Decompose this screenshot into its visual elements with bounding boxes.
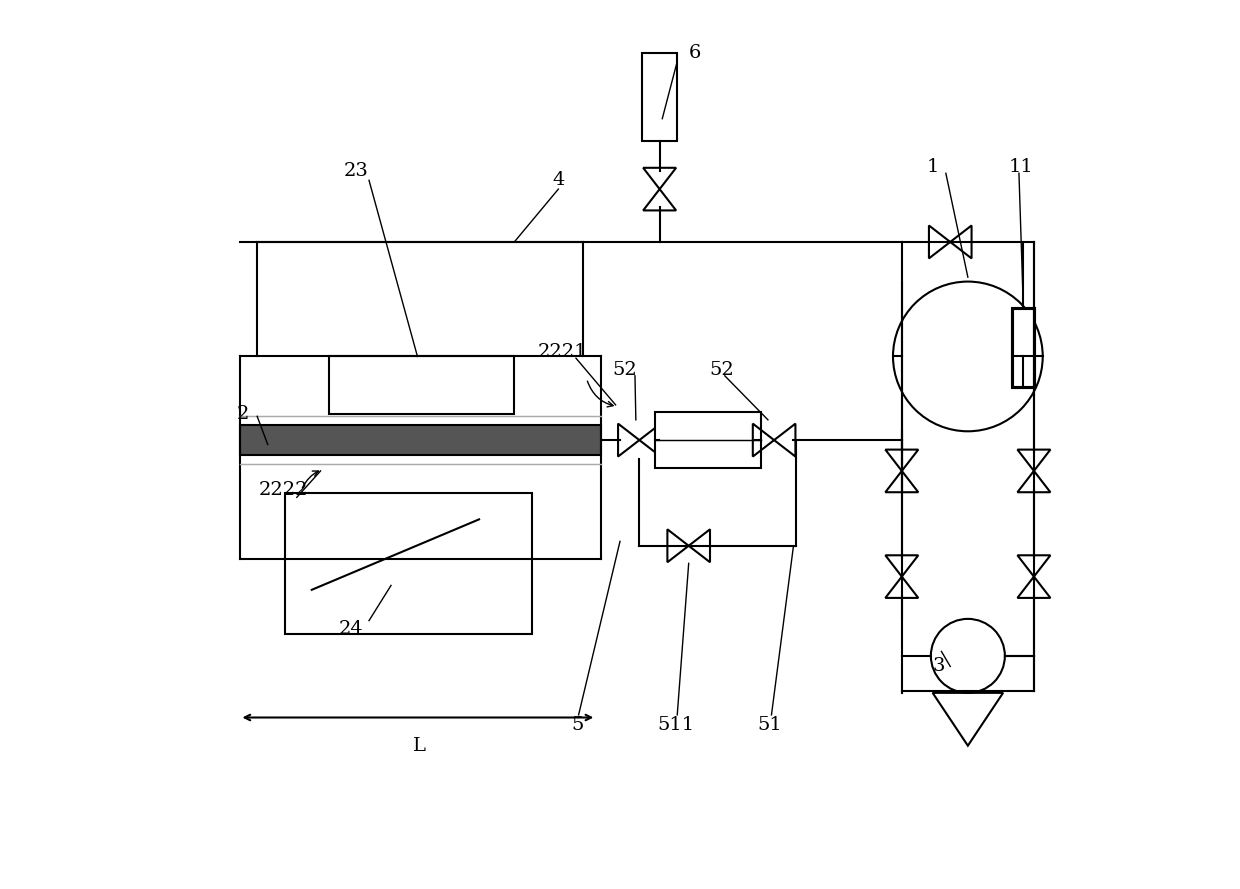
Text: 52: 52 bbox=[709, 361, 734, 379]
Text: 11: 11 bbox=[1008, 158, 1033, 176]
Text: 52: 52 bbox=[613, 361, 637, 379]
Text: 51: 51 bbox=[758, 716, 782, 733]
FancyBboxPatch shape bbox=[330, 356, 515, 413]
Text: 3: 3 bbox=[932, 658, 945, 676]
Text: 2221: 2221 bbox=[538, 343, 588, 361]
FancyBboxPatch shape bbox=[655, 412, 761, 469]
Text: 2222: 2222 bbox=[259, 481, 309, 500]
FancyBboxPatch shape bbox=[285, 493, 532, 634]
Text: 24: 24 bbox=[339, 621, 363, 638]
FancyBboxPatch shape bbox=[642, 52, 677, 140]
Text: 5: 5 bbox=[572, 716, 584, 733]
Text: L: L bbox=[413, 737, 425, 755]
Text: 6: 6 bbox=[688, 44, 701, 61]
Text: 4: 4 bbox=[552, 172, 564, 189]
FancyBboxPatch shape bbox=[1012, 308, 1034, 388]
Text: 23: 23 bbox=[343, 163, 368, 180]
Text: 1: 1 bbox=[926, 158, 939, 176]
Text: 511: 511 bbox=[657, 716, 694, 733]
Text: 2: 2 bbox=[237, 404, 249, 422]
FancyBboxPatch shape bbox=[239, 425, 600, 455]
